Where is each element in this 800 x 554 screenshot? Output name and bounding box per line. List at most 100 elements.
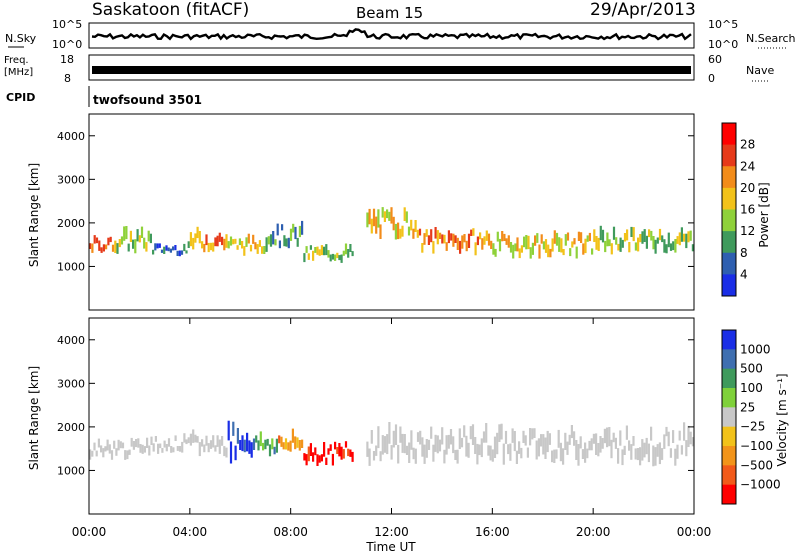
power-cell (296, 237, 299, 247)
power-cell (138, 235, 141, 243)
velocity-cell (522, 430, 525, 443)
power-cell (401, 225, 404, 237)
velocity-cell (246, 432, 249, 452)
velocity-cell (236, 428, 239, 444)
power-cell (439, 232, 442, 239)
power-cell (399, 228, 402, 239)
velocity-cell (555, 449, 558, 459)
velocity-cell (185, 439, 188, 445)
power-cell (274, 239, 277, 246)
power-cell (120, 236, 124, 245)
power-cell (294, 226, 297, 240)
power-cell (132, 239, 135, 249)
power-cell (309, 245, 312, 250)
power-cell (674, 239, 677, 253)
power-cell (407, 226, 411, 236)
velocity-cell (342, 449, 345, 459)
velocity-cell (434, 434, 437, 452)
power-cell (172, 246, 175, 251)
velocity-cell (165, 444, 168, 452)
velocity-cell (132, 441, 135, 450)
power-cell (485, 230, 488, 241)
velocity-cell (447, 434, 450, 449)
power-cell (514, 243, 517, 252)
velocity-cell (338, 443, 341, 457)
power-cell (507, 235, 510, 248)
velocity-cell (344, 441, 348, 448)
power-cell (241, 241, 244, 249)
velocity-cell (181, 441, 184, 453)
velocity-cell (196, 436, 199, 443)
velocity-cell (316, 454, 319, 466)
power-cell (496, 231, 499, 242)
velocity-cell (632, 436, 635, 446)
velocity-cell (518, 441, 521, 454)
power-cell (329, 254, 332, 262)
velocity-band (139, 433, 190, 456)
nave-tick-bottom: 0 (708, 72, 715, 85)
power-colorbar-swatch (722, 187, 736, 210)
power-band (416, 227, 493, 256)
freq-series (92, 66, 691, 74)
power-cell (479, 232, 482, 240)
velocity-cell (399, 426, 402, 443)
velocity-cell (654, 447, 657, 466)
power-cell (136, 229, 139, 242)
power-cell (298, 225, 301, 238)
power-cell (487, 233, 491, 246)
power-cell (256, 244, 259, 254)
velocity-cell (368, 448, 371, 466)
power-cell (301, 220, 304, 235)
velocity-cell (579, 436, 582, 449)
velocity-cell (334, 441, 337, 450)
power-cell (390, 207, 393, 224)
power-cell (125, 226, 128, 240)
power-cell (652, 236, 655, 250)
velocity-cell (394, 424, 398, 445)
velocity-cell (546, 430, 549, 453)
power-cell (691, 244, 694, 252)
power-cell (245, 237, 248, 247)
power-cell (580, 232, 583, 243)
power-cell (663, 239, 666, 253)
velocity-cell (667, 431, 670, 447)
velocity-cell (255, 435, 258, 443)
power-cell (634, 242, 637, 251)
velocity-cell (612, 432, 615, 443)
power-colorbar-swatch (722, 209, 736, 232)
velocity-cell (130, 437, 133, 447)
velocity-cell (386, 434, 389, 455)
power-band (492, 230, 594, 259)
power-cell (566, 232, 570, 241)
power-colorbar: 4 8 12 16 20 24 28 (721, 122, 755, 297)
power-cell (494, 248, 497, 257)
velocity-cell (347, 448, 350, 457)
power-cell (388, 211, 391, 221)
velocity-cell (678, 430, 681, 441)
power-cell (349, 244, 352, 252)
power-cell (89, 243, 92, 249)
velocity-cell (174, 435, 177, 441)
power-cell (281, 224, 284, 231)
velocity-cell (485, 423, 488, 443)
velocity-cell (515, 450, 518, 464)
velocity-cell (91, 450, 94, 457)
velocity-cell (141, 444, 144, 454)
velocity-cell (454, 449, 457, 460)
power-cell (588, 232, 591, 242)
nsky-series (91, 28, 692, 41)
velocity-ytick-label: 2000 (57, 421, 85, 434)
x-tick-label: 00:00 (72, 525, 107, 539)
power-cell (305, 246, 308, 253)
velocity-ytick-label: 3000 (57, 377, 85, 390)
velocity-cell (320, 454, 323, 462)
power-cell (584, 238, 587, 254)
power-cell (641, 231, 644, 244)
power-colorbar-tick: 28 (740, 138, 755, 152)
power-cell (630, 226, 633, 237)
velocity-cell (689, 431, 692, 445)
power-cell (505, 238, 508, 245)
velocity-cell (509, 443, 512, 461)
velocity-cell (325, 457, 328, 465)
nave-tick-top: 60 (708, 53, 722, 66)
